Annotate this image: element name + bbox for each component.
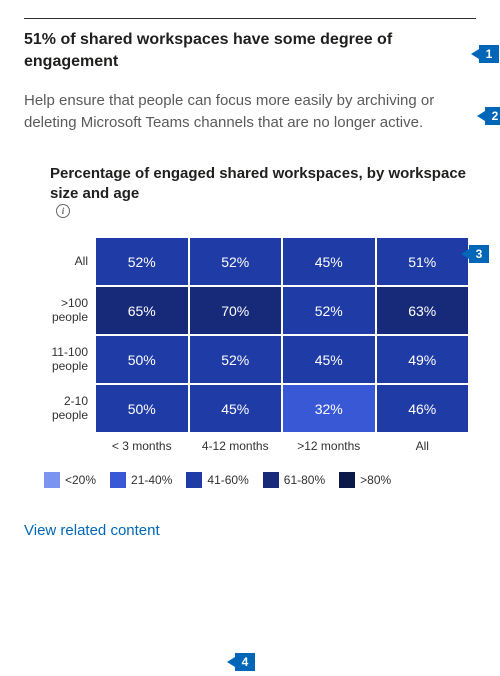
legend-item: <20%	[44, 472, 96, 488]
heatmap-col-headers: < 3 months4-12 months>12 monthsAll	[28, 436, 468, 453]
heatmap-col-label: < 3 months	[96, 436, 188, 453]
heatmap-cell: 52%	[283, 287, 375, 334]
heatmap-cell: 45%	[190, 385, 282, 432]
info-icon[interactable]: i	[56, 204, 70, 218]
card-root: 51% of shared workspaces have some degre…	[24, 18, 476, 539]
top-rule	[24, 18, 476, 19]
heatmap-legend: <20% 21-40% 41-60% 61-80% >80%	[44, 472, 476, 488]
legend-swatch	[339, 472, 355, 488]
heatmap-cell: 52%	[190, 336, 282, 383]
legend-swatch	[263, 472, 279, 488]
annotation-callout: 3	[468, 244, 490, 264]
heatmap-row-label: 2-10 people	[28, 385, 94, 432]
legend-item: 41-60%	[186, 472, 248, 488]
heatmap-cell: 51%	[377, 238, 469, 285]
heatmap-grid: All52%52%45%51%>100 people65%70%52%63%11…	[28, 238, 468, 432]
legend-label: 41-60%	[207, 473, 248, 487]
heatmap-cell: 45%	[283, 336, 375, 383]
legend-swatch	[110, 472, 126, 488]
annotation-callout: 4	[234, 652, 256, 672]
heatmap-col-label: >12 months	[283, 436, 375, 453]
legend-label: 61-80%	[284, 473, 325, 487]
legend-label: 21-40%	[131, 473, 172, 487]
heatmap-row-label: All	[28, 238, 94, 285]
view-related-link[interactable]: View related content	[24, 522, 160, 539]
annotation-callout: 2	[484, 106, 500, 126]
heatmap-cell: 50%	[96, 385, 188, 432]
heatmap-cell: 52%	[190, 238, 282, 285]
heatmap-cell: 45%	[283, 238, 375, 285]
description: Help ensure that people can focus more e…	[24, 90, 476, 134]
heatmap-row-label: >100 people	[28, 287, 94, 334]
heatmap-col-label: 4-12 months	[190, 436, 282, 453]
heatmap-cell: 63%	[377, 287, 469, 334]
heatmap-cell: 52%	[96, 238, 188, 285]
legend-swatch	[186, 472, 202, 488]
legend-item: 21-40%	[110, 472, 172, 488]
chart-title: Percentage of engaged shared workspaces,…	[50, 164, 476, 205]
heatmap-cell: 65%	[96, 287, 188, 334]
legend-label: >80%	[360, 473, 391, 487]
legend-item: >80%	[339, 472, 391, 488]
headline: 51% of shared workspaces have some degre…	[24, 29, 476, 72]
legend-swatch	[44, 472, 60, 488]
annotation-callout: 1	[478, 44, 500, 64]
heatmap-cell: 50%	[96, 336, 188, 383]
legend-label: <20%	[65, 473, 96, 487]
heatmap-cell: 46%	[377, 385, 469, 432]
heatmap-cell: 70%	[190, 287, 282, 334]
heatmap-col-label: All	[377, 436, 469, 453]
chart-title-row: Percentage of engaged shared workspaces,…	[50, 164, 476, 221]
legend-item: 61-80%	[263, 472, 325, 488]
heatmap-cell: 32%	[283, 385, 375, 432]
heatmap-cell: 49%	[377, 336, 469, 383]
heatmap-row-label: 11-100 people	[28, 336, 94, 383]
